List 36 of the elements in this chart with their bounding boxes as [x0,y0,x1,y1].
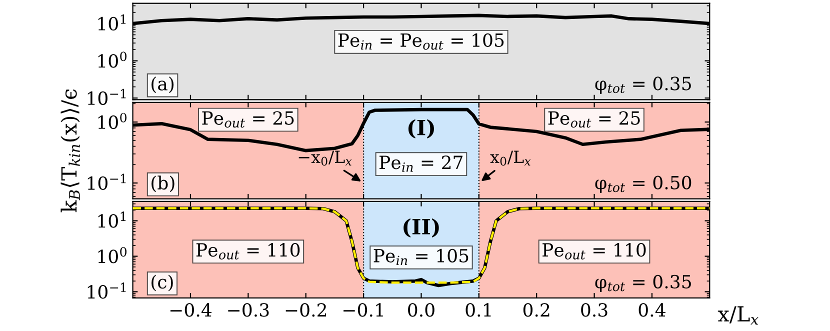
band-label: Pe$_{out}$ = 110 [542,243,646,260]
y-tick-label: 10$^{1}$ [98,14,126,31]
y-tick-label: 10$^{0}$ [98,247,126,264]
annotation: (b) [152,176,174,192]
annotation: φ$_{tot}$ = 0.50 [595,176,692,193]
x-tick-label: 0.1 [466,303,491,317]
y-tick-label: 10$^{1}$ [98,212,126,228]
band-label: Pe$_{out}$ = 25 [202,111,294,128]
x-tick-label: 0.4 [638,303,666,317]
x-tick-label: −0.4 [170,303,212,317]
y-tick-label: 10$^{0}$ [98,52,126,68]
band-label: Pe$_{in}$ = 27 [380,156,462,172]
annotation: (I) [408,119,434,138]
annotation: x$_{0}$/L$_{x}$ [490,150,531,166]
x-tick-label: 0.0 [408,303,434,317]
annotation: φ$_{tot}$ = 0.35 [595,76,691,94]
band-label: Pe$_{out}$ = 110 [196,243,300,260]
band-label: Pe$_{in}$ = Pe$_{out}$ = 105 [338,33,504,50]
x-axis-title: x/L$_{x}$ [718,306,758,325]
y-tick-label: 10$^{−1}$ [88,88,126,106]
annotation: φ$_{tot}$ = 0.35 [595,274,691,292]
annotation: (c) [152,274,173,292]
band-label: Pe$_{out}$ = 25 [548,111,640,128]
y-tick-label: 10$^{0}$ [98,112,126,130]
y-tick-label: 10$^{−1}$ [88,282,126,299]
band-label: Pe$_{in}$ = 105 [374,248,468,266]
y-tick-label: 10$^{−1}$ [88,174,126,190]
y-axis-title: k$_{B}$⟨T$_{kin}$(x)⟩/ϵ [60,89,80,212]
annotation: (II) [404,218,439,238]
x-tick-label: 0.2 [523,303,550,317]
x-tick-label: −0.3 [228,303,269,317]
annotation: (a) [152,76,174,94]
x-tick-label: −0.2 [286,303,326,317]
x-tick-label: 0.3 [581,303,608,317]
x-tick-label: −0.1 [344,303,383,317]
annotation: −x$_{0}$/L$_{x}$ [298,150,352,166]
